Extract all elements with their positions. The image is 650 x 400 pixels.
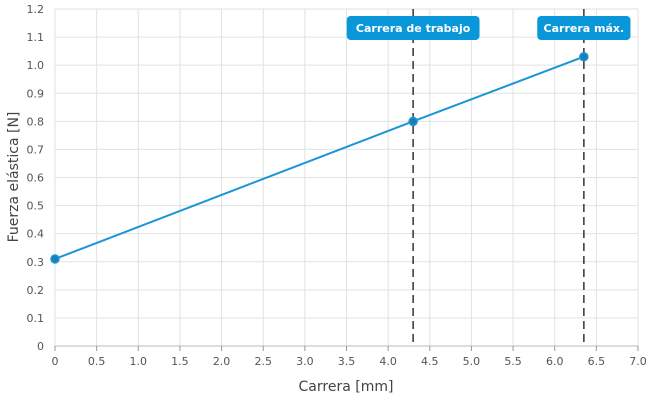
y-tick-label: 0.9 (27, 87, 45, 100)
grid (54, 8, 639, 347)
y-tick-label: 0.1 (27, 312, 45, 325)
y-tick-label: 0 (37, 340, 44, 353)
y-axis-label: Fuerza elástica [N] (6, 112, 22, 243)
x-tick-label: 0.5 (88, 355, 106, 368)
x-tick-label: 3.0 (296, 355, 314, 368)
x-tick-label: 1.0 (130, 355, 148, 368)
x-tick-label: 3.5 (338, 355, 356, 368)
x-ticks: 0 0.5 1.0 1.5 2.0 2.5 3.0 3.5 4.0 4.5 5.0 5.5 6.0 6.5… (52, 346, 647, 368)
data-point (50, 254, 60, 264)
x-tick-label: 5.5 (504, 355, 522, 368)
x-tick-label: 2.5 (254, 355, 272, 368)
series-line (54, 55, 585, 260)
x-tick-label: 4.0 (379, 355, 397, 368)
annotation-label: Carrera máx. (544, 22, 625, 35)
y-tick-label: 0.4 (27, 228, 45, 241)
y-tick-label: 0.6 (27, 172, 45, 185)
annotation-box (346, 16, 480, 40)
x-tick-label: 2.0 (213, 355, 231, 368)
data-point (408, 116, 418, 127)
y-tick-label: 0.5 (27, 200, 45, 213)
x-tick-label: 1.5 (171, 355, 189, 368)
x-tick-label: 4.5 (421, 355, 439, 368)
annotation-box (537, 16, 631, 40)
data-point (579, 51, 589, 62)
x-tick-label: 5.0 (463, 355, 481, 368)
y-tick-label: 1.0 (27, 59, 45, 72)
x-tick-label: 7.0 (629, 355, 647, 368)
x-axis-label: Carrera [mm] (299, 379, 394, 395)
vertical-lines: Carrera de trabajo Carrera máx. (346, 9, 631, 346)
x-tick-label: 6.5 (588, 355, 606, 368)
y-tick-label: 0.8 (27, 115, 45, 128)
annotation-label: Carrera de trabajo (356, 22, 471, 35)
y-ticks: 0 0.1 0.2 0.3 0.4 0.5 0.6 0.7 0.8 0.9 1.0 1.1 1.2 (27, 3, 45, 353)
y-tick-label: 1.2 (27, 3, 45, 16)
series (50, 51, 589, 264)
x-tick-label: 6.0 (546, 355, 564, 368)
y-tick-label: 0.7 (27, 143, 45, 156)
y-tick-label: 1.1 (27, 31, 45, 44)
x-tick-label: 0 (52, 355, 59, 368)
y-tick-label: 0.3 (27, 256, 45, 269)
y-tick-label: 0.2 (27, 284, 45, 297)
